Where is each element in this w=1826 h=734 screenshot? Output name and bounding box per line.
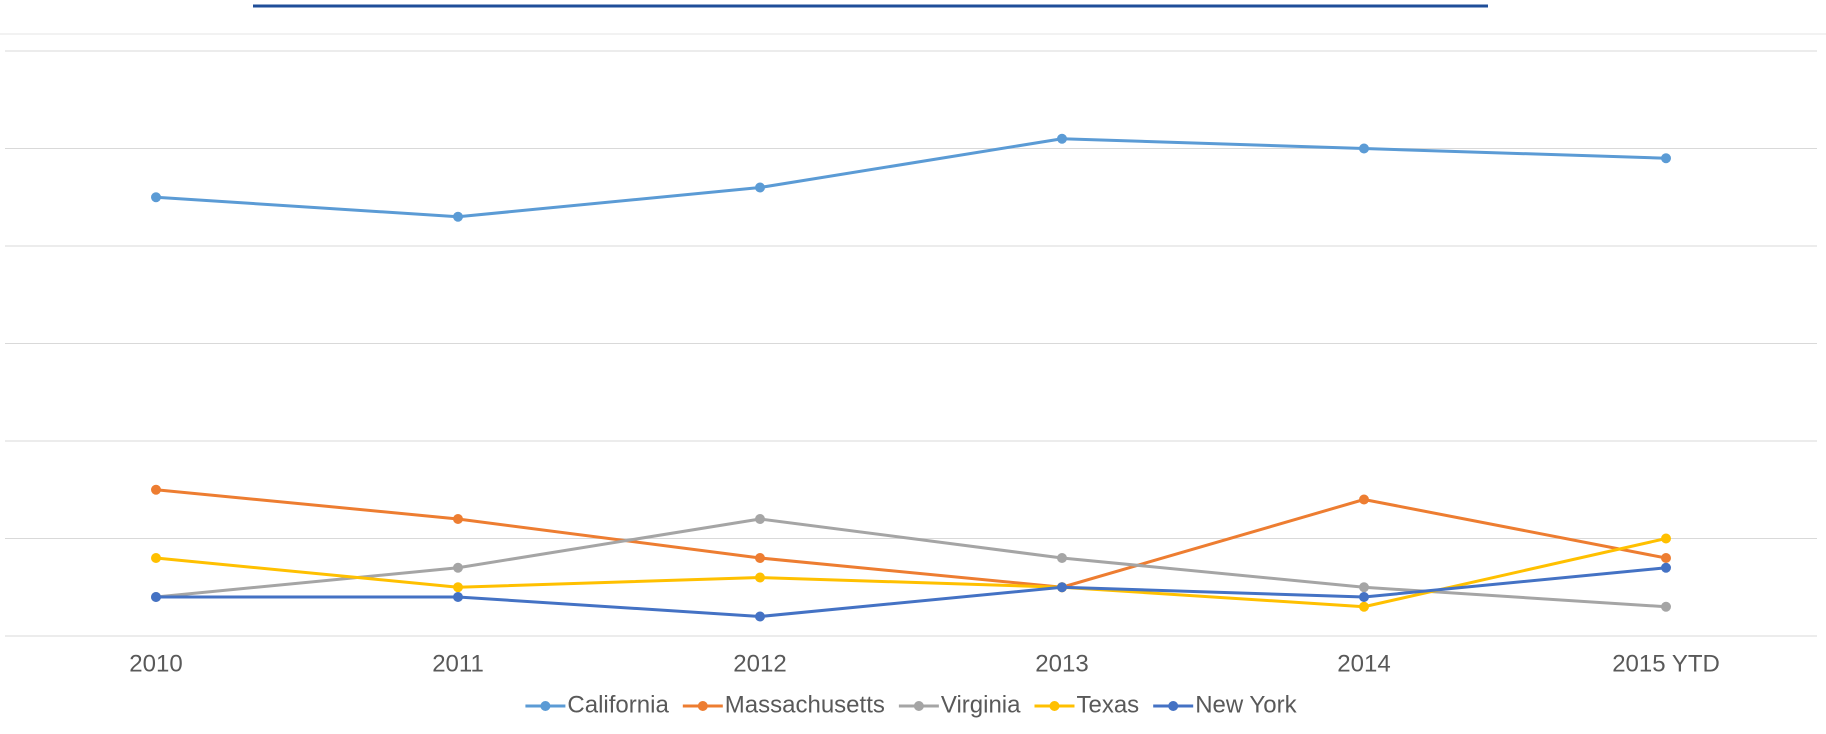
data-point — [453, 582, 463, 593]
data-point — [755, 572, 765, 583]
legend-label: New York — [1195, 691, 1297, 718]
data-point — [151, 192, 161, 203]
legend-marker — [913, 701, 924, 711]
data-point — [1359, 582, 1369, 593]
data-point — [1661, 533, 1671, 544]
data-point — [1359, 592, 1369, 602]
data-point — [755, 553, 765, 563]
data-point — [1359, 601, 1369, 612]
data-point — [755, 611, 765, 622]
legend-marker — [1049, 701, 1060, 711]
series-line — [155, 537, 1667, 609]
x-tick-label: 2012 — [733, 650, 786, 677]
data-point — [151, 484, 161, 495]
data-point — [151, 553, 161, 563]
data-point — [1057, 133, 1067, 144]
x-tick-label: 2010 — [129, 650, 182, 677]
x-tick-label: 2014 — [1337, 650, 1390, 677]
data-point — [453, 592, 463, 602]
data-point — [453, 562, 463, 573]
x-tick-label: 2011 — [432, 650, 484, 677]
data-point — [1057, 582, 1067, 593]
legend-marker — [540, 701, 551, 711]
data-point — [1057, 553, 1067, 563]
data-point — [151, 592, 161, 602]
series-line — [155, 517, 1667, 609]
legend-item: Massachusetts — [682, 691, 885, 718]
legend-item: New York — [1153, 691, 1298, 718]
series-line — [155, 137, 1667, 219]
series-line — [156, 566, 1667, 618]
data-point — [1661, 562, 1671, 573]
data-point — [453, 514, 463, 524]
legend-label: Massachusetts — [725, 691, 885, 718]
legend-item: Virginia — [898, 691, 1021, 718]
data-point — [1661, 601, 1671, 612]
legend-label: Virginia — [941, 691, 1021, 718]
data-point — [755, 182, 765, 193]
data-point — [1359, 143, 1369, 154]
x-tick-label: 2013 — [1035, 650, 1088, 677]
x-tick-label: 2015 YTD — [1612, 650, 1720, 677]
legend-item: California — [525, 691, 669, 718]
data-point — [755, 514, 765, 524]
legend-marker — [1168, 701, 1179, 711]
legend-item: Texas — [1034, 691, 1139, 718]
data-point — [1661, 153, 1671, 164]
data-point — [453, 211, 463, 222]
legend-marker — [697, 701, 708, 711]
data-point — [1661, 553, 1671, 563]
legend-label: California — [567, 691, 669, 718]
legend-label: Texas — [1076, 691, 1139, 718]
data-point — [1359, 494, 1369, 505]
series-line — [155, 488, 1667, 589]
